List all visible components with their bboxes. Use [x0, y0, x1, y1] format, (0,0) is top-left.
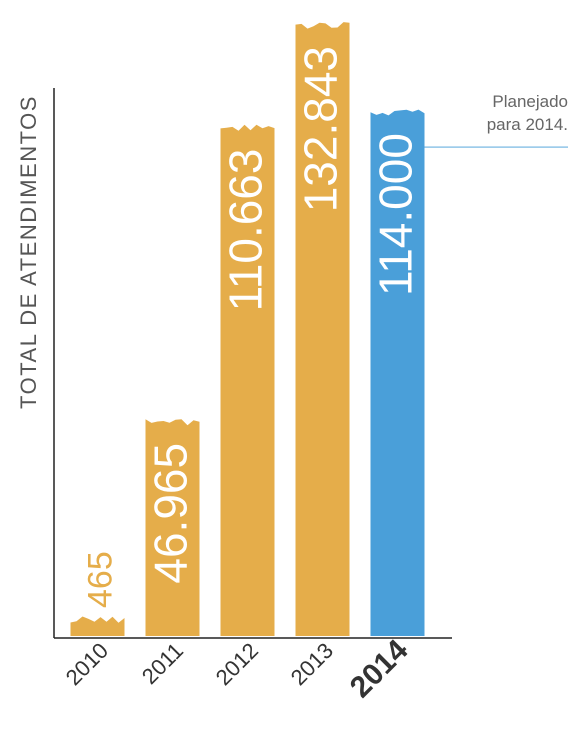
- bar-2011: [145, 419, 200, 636]
- bar-2012: [220, 124, 275, 636]
- value-label-2013: 132.843: [295, 46, 347, 212]
- annotation-line-1: Planejado: [492, 92, 568, 111]
- value-label-2014: 114.000: [370, 133, 422, 296]
- value-label-2012: 110.663: [220, 149, 272, 312]
- bar-2013: [295, 22, 350, 637]
- tick-label-2011: 2011: [137, 638, 188, 689]
- tick-label-2010: 2010: [61, 638, 113, 690]
- value-label-2010: 465: [82, 551, 120, 608]
- value-labels: 465 46.965 110.663 132.843 114.000: [82, 46, 422, 608]
- bars: [70, 22, 425, 637]
- tick-label-2013: 2013: [286, 638, 338, 690]
- bar-2014: [370, 109, 425, 637]
- y-axis-label: TOTAL DE ATENDIMENTOS: [16, 95, 41, 409]
- tick-label-2012: 2012: [211, 638, 263, 690]
- value-label-2011: 46.965: [145, 443, 197, 584]
- bar-2010: [70, 616, 125, 636]
- annotation: Planejado para 2014.: [424, 92, 568, 148]
- x-tick-labels: 2010 2011 2012 2013 2014: [61, 633, 415, 704]
- annotation-line-2: para 2014.: [487, 115, 568, 134]
- tick-label-2014: 2014: [344, 633, 415, 704]
